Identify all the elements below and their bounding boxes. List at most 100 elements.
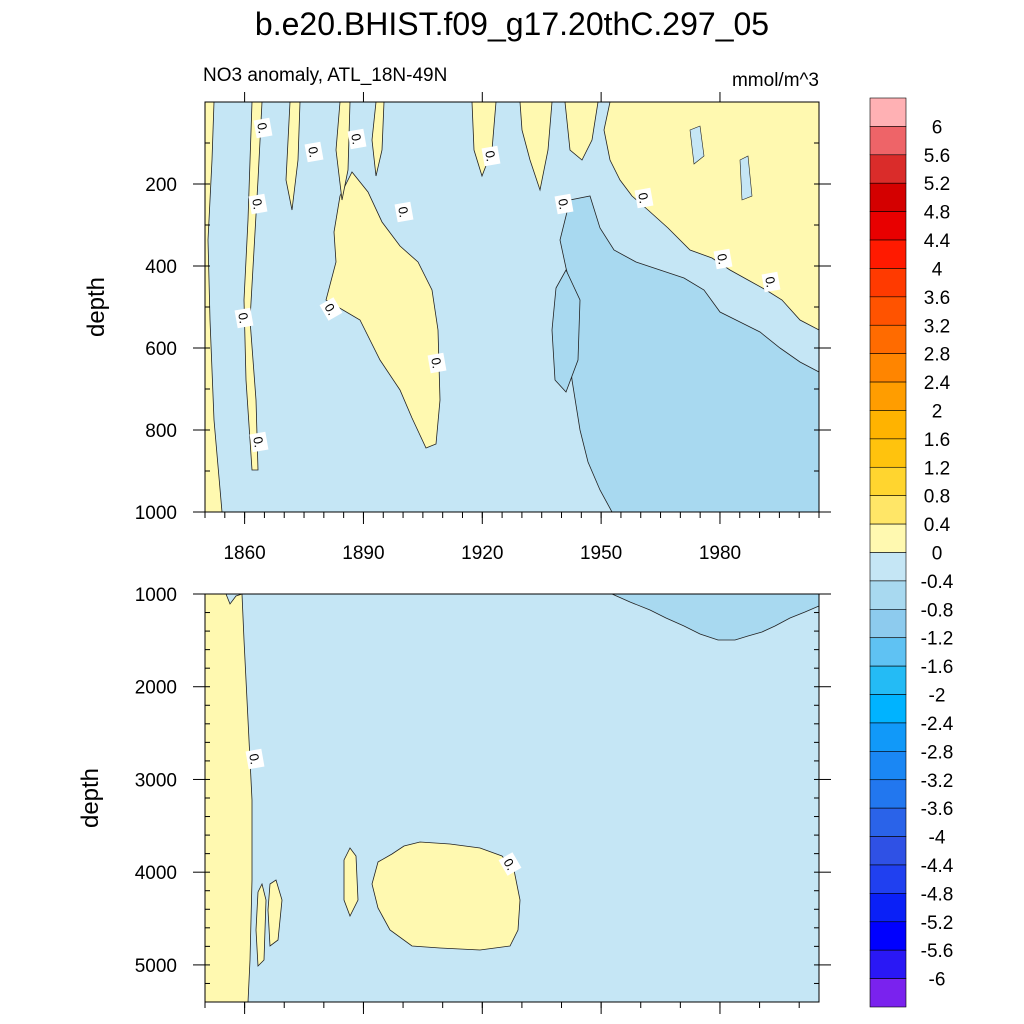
colorbar-swatch [869, 211, 907, 241]
colorbar-swatch [869, 779, 907, 809]
colorbar-level-label: -0.4 [921, 572, 954, 593]
colorbar-level-label: 2.4 [924, 373, 951, 394]
chart-title: b.e20.BHIST.f09_g17.20thC.297_05 [255, 6, 769, 42]
colorbar-level-label: 0.4 [924, 515, 951, 536]
y-tick-label: 2000 [135, 678, 177, 699]
contour-label-box [634, 187, 654, 209]
contour-label: 0. [253, 117, 273, 139]
contour-label-box [481, 145, 501, 167]
colorbar-level-label: -4 [929, 828, 946, 849]
x-tick-label: 1920 [461, 543, 503, 564]
y-tick-label: 1000 [135, 585, 177, 606]
colorbar-level-label: -3.2 [921, 771, 954, 792]
y-tick-label: 800 [145, 421, 177, 442]
contour-label: 0. [394, 201, 414, 223]
colorbar-level-label: 4.4 [924, 231, 951, 252]
colorbar-swatch [869, 665, 907, 695]
contour-label-text: 0. [555, 197, 572, 210]
upper-negative-patch [551, 269, 581, 393]
colorbar-swatch [869, 324, 907, 354]
colorbar-swatch [869, 353, 907, 383]
lower-ylabel: depth [77, 768, 104, 828]
colorbar-swatch [869, 296, 907, 326]
colorbar-swatch [869, 438, 907, 468]
contour-label-text: 0. [428, 356, 445, 369]
contour-label: 0. [481, 145, 501, 167]
colorbar-level-label: 2.8 [924, 345, 950, 366]
upper-panel: NO3 anomaly, ATL_18N-49N mmol/m^3 200 400… [83, 65, 831, 524]
contour-label: 0. [245, 748, 265, 770]
contour-label-text: 0. [249, 197, 266, 210]
colorbar-swatch [869, 126, 907, 156]
upper-small-patch-2 [739, 155, 753, 201]
colorbar-level-label: 0.8 [924, 487, 950, 508]
variable-label: NO3 anomaly, ATL_18N-49N [203, 65, 447, 86]
colorbar-swatch [869, 609, 907, 639]
colorbar-level-label: 6 [932, 117, 943, 138]
colorbar-level-label: -3.6 [921, 799, 954, 820]
colorbar-level-label: 2 [932, 401, 943, 422]
lower-early-positive [204, 593, 253, 1003]
lower-small-blob-3 [267, 879, 283, 947]
contour-label: 0. [713, 248, 733, 270]
contour-label-box [234, 307, 254, 329]
y-tick-label: 400 [145, 257, 177, 278]
colorbar-level-label: 4.8 [924, 203, 950, 224]
contour-label-box [347, 128, 367, 150]
contour-label: 0. [761, 271, 781, 293]
contour-label-box [249, 431, 269, 453]
colorbar-level-label: 1.6 [924, 430, 950, 451]
colorbar-swatch [869, 751, 907, 781]
colorbar-level-label: -0.8 [921, 600, 954, 621]
upper-late-positive [603, 101, 820, 331]
colorbar-level-label: -1.2 [921, 629, 954, 650]
upper-axis-ticks: 200 400 600 800 1000 [135, 92, 831, 524]
colorbar-swatch [869, 552, 907, 582]
x-tick-labels: 1860 1890 1920 1950 1980 [223, 543, 741, 564]
contour-label-text: 0. [348, 132, 365, 145]
contour-label: 0. [554, 193, 574, 215]
y-tick-label: 3000 [135, 770, 177, 791]
x-tick-label: 1980 [699, 543, 741, 564]
contour-label-text: 0. [250, 435, 267, 448]
colorbar-swatch [869, 807, 907, 837]
colorbar-swatch [869, 637, 907, 667]
colorbar-level-label: -4.8 [921, 884, 954, 905]
contour-label: 0. [304, 141, 324, 163]
contour-label: 0. [498, 852, 522, 876]
lower-small-blob-1 [343, 847, 359, 917]
contour-label: 0. [249, 431, 269, 453]
colorbar-level-label: -2 [929, 686, 946, 707]
lower-abyssal-blob [371, 841, 521, 951]
colorbar-swatch [869, 580, 907, 610]
contour-label-text: 0. [305, 145, 322, 158]
colorbar-swatch [869, 154, 907, 184]
colorbar-level-label: -2.8 [921, 742, 954, 763]
contour-label-box [713, 248, 733, 270]
contour-label-text: 0. [482, 149, 499, 162]
contour-label-box [245, 748, 265, 770]
contour-label: 0. [427, 352, 447, 374]
zero-contour-labels: 0. 0. 0. 0. 0. 0. 0. 0. 0. 0. 0. 0. 0. 0. 0. 0. [234, 117, 781, 876]
contour-label-box [427, 352, 447, 374]
colorbar-swatch [869, 523, 907, 553]
upper-negative-region [559, 195, 820, 513]
colorbar-level-label: 4 [932, 259, 943, 280]
contour-label-text: 0. [714, 252, 731, 265]
colorbar-swatch [869, 949, 907, 979]
colorbar-swatch [869, 381, 907, 411]
colorbar-level-label: -1.6 [921, 657, 954, 678]
colorbar-swatch [869, 921, 907, 951]
contour-label-box [394, 201, 414, 223]
lower-panel: 1000 2000 3000 4000 5000 depth [77, 585, 831, 1014]
colorbar-level-label: -5.6 [921, 941, 954, 962]
contour-label-box [253, 117, 273, 139]
y-tick-label: 1000 [135, 503, 177, 524]
colorbar-level-label: 3.2 [924, 316, 950, 337]
colorbar-level-label: 5.2 [924, 174, 950, 195]
contour-label: 0. [347, 128, 367, 150]
contour-label-box [761, 271, 781, 293]
colorbar-swatch [869, 864, 907, 894]
colorbar-swatch [869, 893, 907, 923]
